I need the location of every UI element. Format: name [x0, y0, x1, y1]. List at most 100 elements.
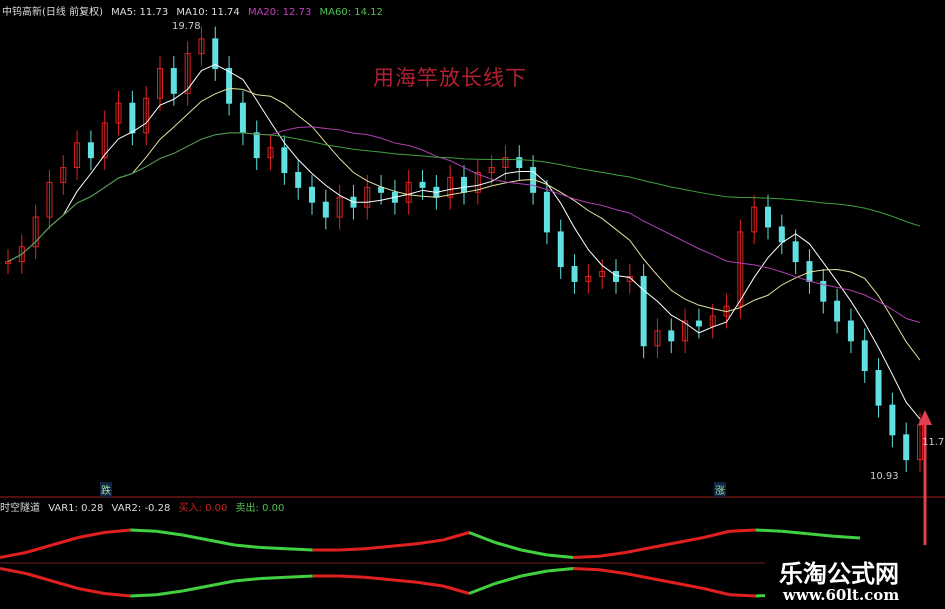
- var2-segment: [703, 587, 731, 597]
- var2-segment: [286, 574, 313, 579]
- watermark-name: 乐淘公式网: [779, 559, 899, 588]
- sell-value: 卖出: 0.00: [235, 503, 285, 514]
- var1-segment: [104, 528, 131, 534]
- var2-segment: [677, 582, 704, 590]
- candle-body: [198, 38, 205, 55]
- var2-value: VAR2: -0.28: [111, 503, 171, 514]
- var2-segment: [625, 572, 652, 580]
- var2-segment: [260, 575, 287, 580]
- var1-segment: [833, 534, 861, 540]
- var1-segment: [286, 547, 313, 552]
- candle-body: [654, 330, 661, 347]
- var1-segment: [182, 533, 209, 542]
- var1-segment: [208, 538, 235, 547]
- candle-body: [281, 147, 288, 174]
- candle-body: [295, 172, 302, 188]
- candle-body: [516, 157, 523, 169]
- var1-segment: [781, 529, 809, 536]
- var1-segment: [51, 536, 79, 547]
- var2-segment: [468, 582, 496, 595]
- var2-segment: [729, 593, 756, 598]
- candle-body: [820, 280, 827, 302]
- var2-segment: [0, 567, 27, 575]
- candle-body: [474, 172, 481, 193]
- var1-segment: [625, 546, 652, 554]
- ma10-line: [7, 87, 921, 361]
- candle-body: [834, 300, 841, 322]
- var1-segment: [234, 543, 261, 549]
- var2-segment: [77, 587, 105, 595]
- candle-body: [599, 271, 606, 277]
- candle-body: [571, 266, 578, 282]
- candle-body: [626, 275, 633, 282]
- var1-segment: [520, 548, 548, 557]
- var1-segment: [547, 553, 574, 559]
- candle-body: [212, 38, 219, 70]
- high-label: 19.78: [172, 21, 201, 32]
- var1-segment: [130, 528, 157, 533]
- candle-body: [543, 191, 550, 233]
- candle-body: [765, 206, 771, 228]
- var1-segment: [599, 551, 626, 558]
- var2-segment: [442, 584, 470, 595]
- var1-segment: [260, 546, 287, 551]
- ma60-value: MA60: 14.12: [319, 7, 383, 18]
- var2-segment: [208, 579, 235, 588]
- var2-segment: [364, 575, 392, 582]
- candle-body: [751, 206, 758, 233]
- candle-body: [267, 147, 274, 159]
- candle-body: [170, 68, 177, 94]
- ma5-line: [7, 64, 921, 420]
- var1-segment: [651, 541, 678, 549]
- candle-body: [903, 434, 910, 461]
- candle-body: [101, 122, 108, 159]
- candle-body: [129, 102, 136, 134]
- var2-segment: [234, 577, 261, 583]
- candle-body: [32, 216, 39, 248]
- candle-body: [336, 196, 343, 218]
- candle-body: [709, 315, 716, 327]
- ma10-value: MA10: 11.74: [176, 7, 240, 18]
- candle-body: [847, 320, 854, 342]
- var1-segment: [0, 551, 27, 559]
- candle-body: [778, 226, 785, 243]
- candle-body: [557, 231, 564, 268]
- var1-segment: [25, 543, 53, 554]
- arrow-head-icon: [918, 410, 932, 425]
- candle-body: [861, 340, 868, 372]
- var2-segment: [573, 567, 600, 572]
- candle-body: [115, 102, 122, 124]
- low-label: 10.93: [870, 471, 899, 482]
- var1-segment: [390, 542, 418, 548]
- candle-body: [322, 201, 329, 218]
- var1-segment: [677, 536, 704, 544]
- var1-segment: [755, 528, 782, 533]
- var2-segment: [156, 589, 183, 597]
- var2-segment: [651, 577, 678, 585]
- var2-segment: [547, 567, 574, 573]
- candle-body: [378, 186, 385, 193]
- candle-body: [640, 275, 647, 347]
- candle-body: [253, 132, 260, 159]
- ma5-value: MA5: 11.73: [111, 7, 169, 18]
- var2-segment: [599, 568, 626, 575]
- candle-body: [447, 176, 454, 198]
- var2-segment: [182, 584, 209, 593]
- ma20-line: [7, 126, 921, 323]
- candle-body: [60, 167, 67, 183]
- candle-body: [737, 231, 744, 307]
- slogan-text: 用海竿放长线下: [373, 66, 527, 90]
- candle-body: [46, 181, 53, 218]
- candle-body: [239, 102, 246, 134]
- candle-body: [87, 142, 94, 159]
- var2-segment: [494, 574, 522, 585]
- stock-title: 中钨高新(日线 前复权): [2, 7, 103, 18]
- candle-body: [889, 404, 896, 436]
- var2-segment: [130, 593, 157, 598]
- var2-segment: [338, 574, 365, 579]
- signal-first: 跌: [100, 482, 112, 497]
- candle-body: [309, 186, 315, 203]
- candle-body: [184, 53, 191, 94]
- ma20-value: MA20: 12.73: [247, 7, 312, 18]
